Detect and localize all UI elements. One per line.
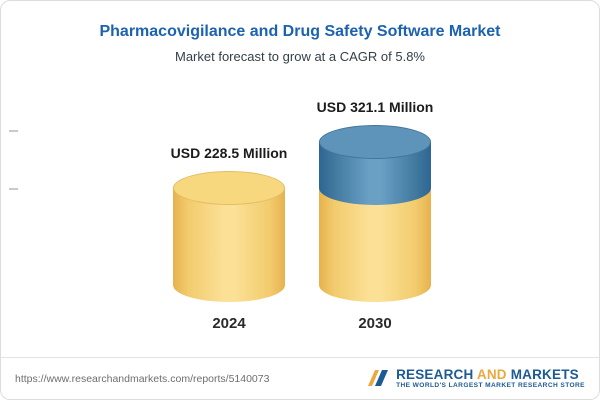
category-label-2030: 2030 [358,315,392,332]
logo-word-research: RESEARCH [396,366,474,382]
cylinder-2024-top-cap [173,171,285,205]
axis-tick [9,130,18,132]
research-and-markets-logo: RESEARCH AND MARKETS THE WORLD'S LARGEST… [366,367,585,391]
logo-word-markets: MARKETS [510,366,579,382]
chart-subtitle: Market forecast to grow at a CAGR of 5.8… [175,49,425,64]
cylinder-2030 [319,125,431,302]
plot-area: USD 228.5 Million 2024 USD 321.1 Million… [1,76,599,332]
cylinder-2024 [173,171,285,302]
logo-wordmark: RESEARCH AND MARKETS [396,367,585,383]
footer: https://www.researchandmarkets.com/repor… [1,357,599,399]
cylinder-2024-body [173,171,285,302]
report-url[interactable]: https://www.researchandmarkets.com/repor… [15,372,270,385]
category-label-2024: 2024 [212,315,246,332]
logo-tagline: THE WORLD'S LARGEST MARKET RESEARCH STOR… [396,382,585,390]
chart-title: Pharmacovigilance and Drug Safety Softwa… [99,23,501,40]
logo-text: RESEARCH AND MARKETS THE WORLD'S LARGEST… [396,367,585,390]
cylinder-2030-base-segment [319,188,431,302]
cylinder-2030-growth-segment [319,125,431,205]
value-label-2024: USD 228.5 Million [170,145,288,161]
bar-group-2030: USD 321.1 Million 2030 [316,99,434,332]
bar-group-2024: USD 228.5 Million 2024 [170,145,288,332]
value-label-2030: USD 321.1 Million [316,99,434,115]
cylinder-2030-top-cap [319,125,431,159]
logo-mark-icon [368,369,389,386]
logo-word-and: AND [476,366,507,382]
axis-tick [9,188,18,190]
